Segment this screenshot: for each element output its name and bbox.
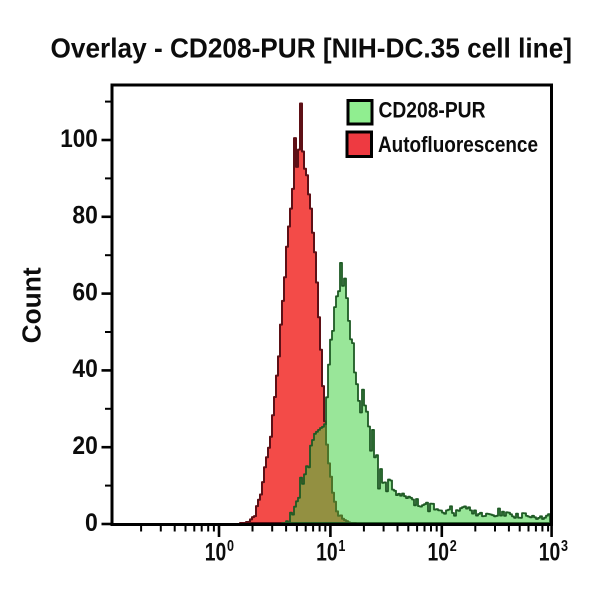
svg-text:CD208-PUR: CD208-PUR: [379, 98, 486, 123]
svg-text:3: 3: [561, 538, 568, 555]
svg-text:100: 100: [60, 125, 98, 153]
svg-text:Autofluorescence: Autofluorescence: [378, 132, 538, 157]
svg-text:Count: Count: [19, 267, 47, 344]
svg-text:10: 10: [428, 539, 450, 567]
svg-text:80: 80: [72, 202, 97, 230]
svg-text:20: 20: [72, 432, 97, 460]
svg-text:10: 10: [539, 539, 561, 567]
svg-text:Overlay - CD208-PUR [NIH-DC.35: Overlay - CD208-PUR [NIH-DC.35 cell line…: [51, 33, 573, 64]
svg-text:40: 40: [72, 355, 97, 383]
svg-text:10: 10: [316, 539, 338, 567]
svg-text:0: 0: [227, 538, 234, 555]
svg-text:0: 0: [85, 509, 98, 537]
svg-text:10: 10: [205, 539, 227, 567]
svg-text:60: 60: [72, 278, 97, 306]
svg-text:2: 2: [450, 538, 457, 555]
svg-text:1: 1: [338, 538, 345, 555]
